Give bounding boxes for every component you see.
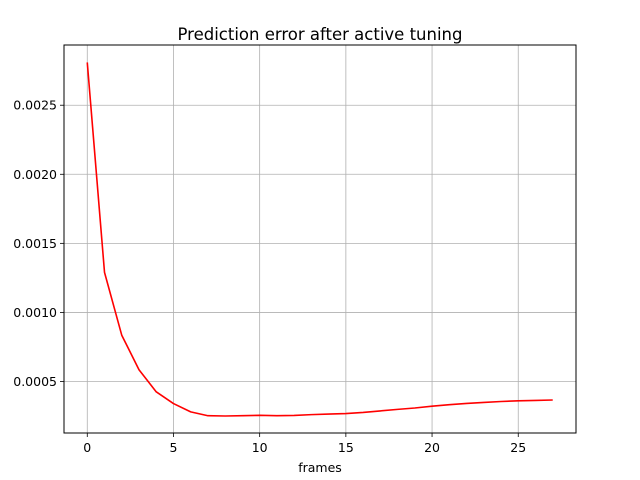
y-tick-label: 0.0025 [13, 98, 57, 113]
x-tick-label: 20 [424, 440, 440, 455]
x-tick-label: 15 [338, 440, 354, 455]
y-tick-label: 0.0010 [13, 305, 57, 320]
chart-title: Prediction error after active tuning [178, 25, 463, 44]
series-line [86, 62, 553, 417]
series-layer [86, 62, 553, 417]
y-tick-label: 0.0005 [13, 374, 57, 389]
x-tick-label: 0 [83, 440, 91, 455]
x-tick-label: 25 [510, 440, 526, 455]
plot-area [64, 45, 576, 433]
x-axis-label: frames [298, 460, 342, 475]
grid [64, 45, 576, 433]
x-axis-ticks: 0 5 10 15 20 25 [83, 433, 526, 455]
x-tick-label: 5 [169, 440, 177, 455]
plot-frame [63, 44, 577, 434]
x-tick-label: 10 [252, 440, 268, 455]
y-axis-ticks: 0.0005 0.0010 0.0015 0.0020 0.0025 [13, 98, 64, 389]
y-tick-label: 0.0020 [13, 167, 57, 182]
y-tick-label: 0.0015 [13, 236, 57, 251]
